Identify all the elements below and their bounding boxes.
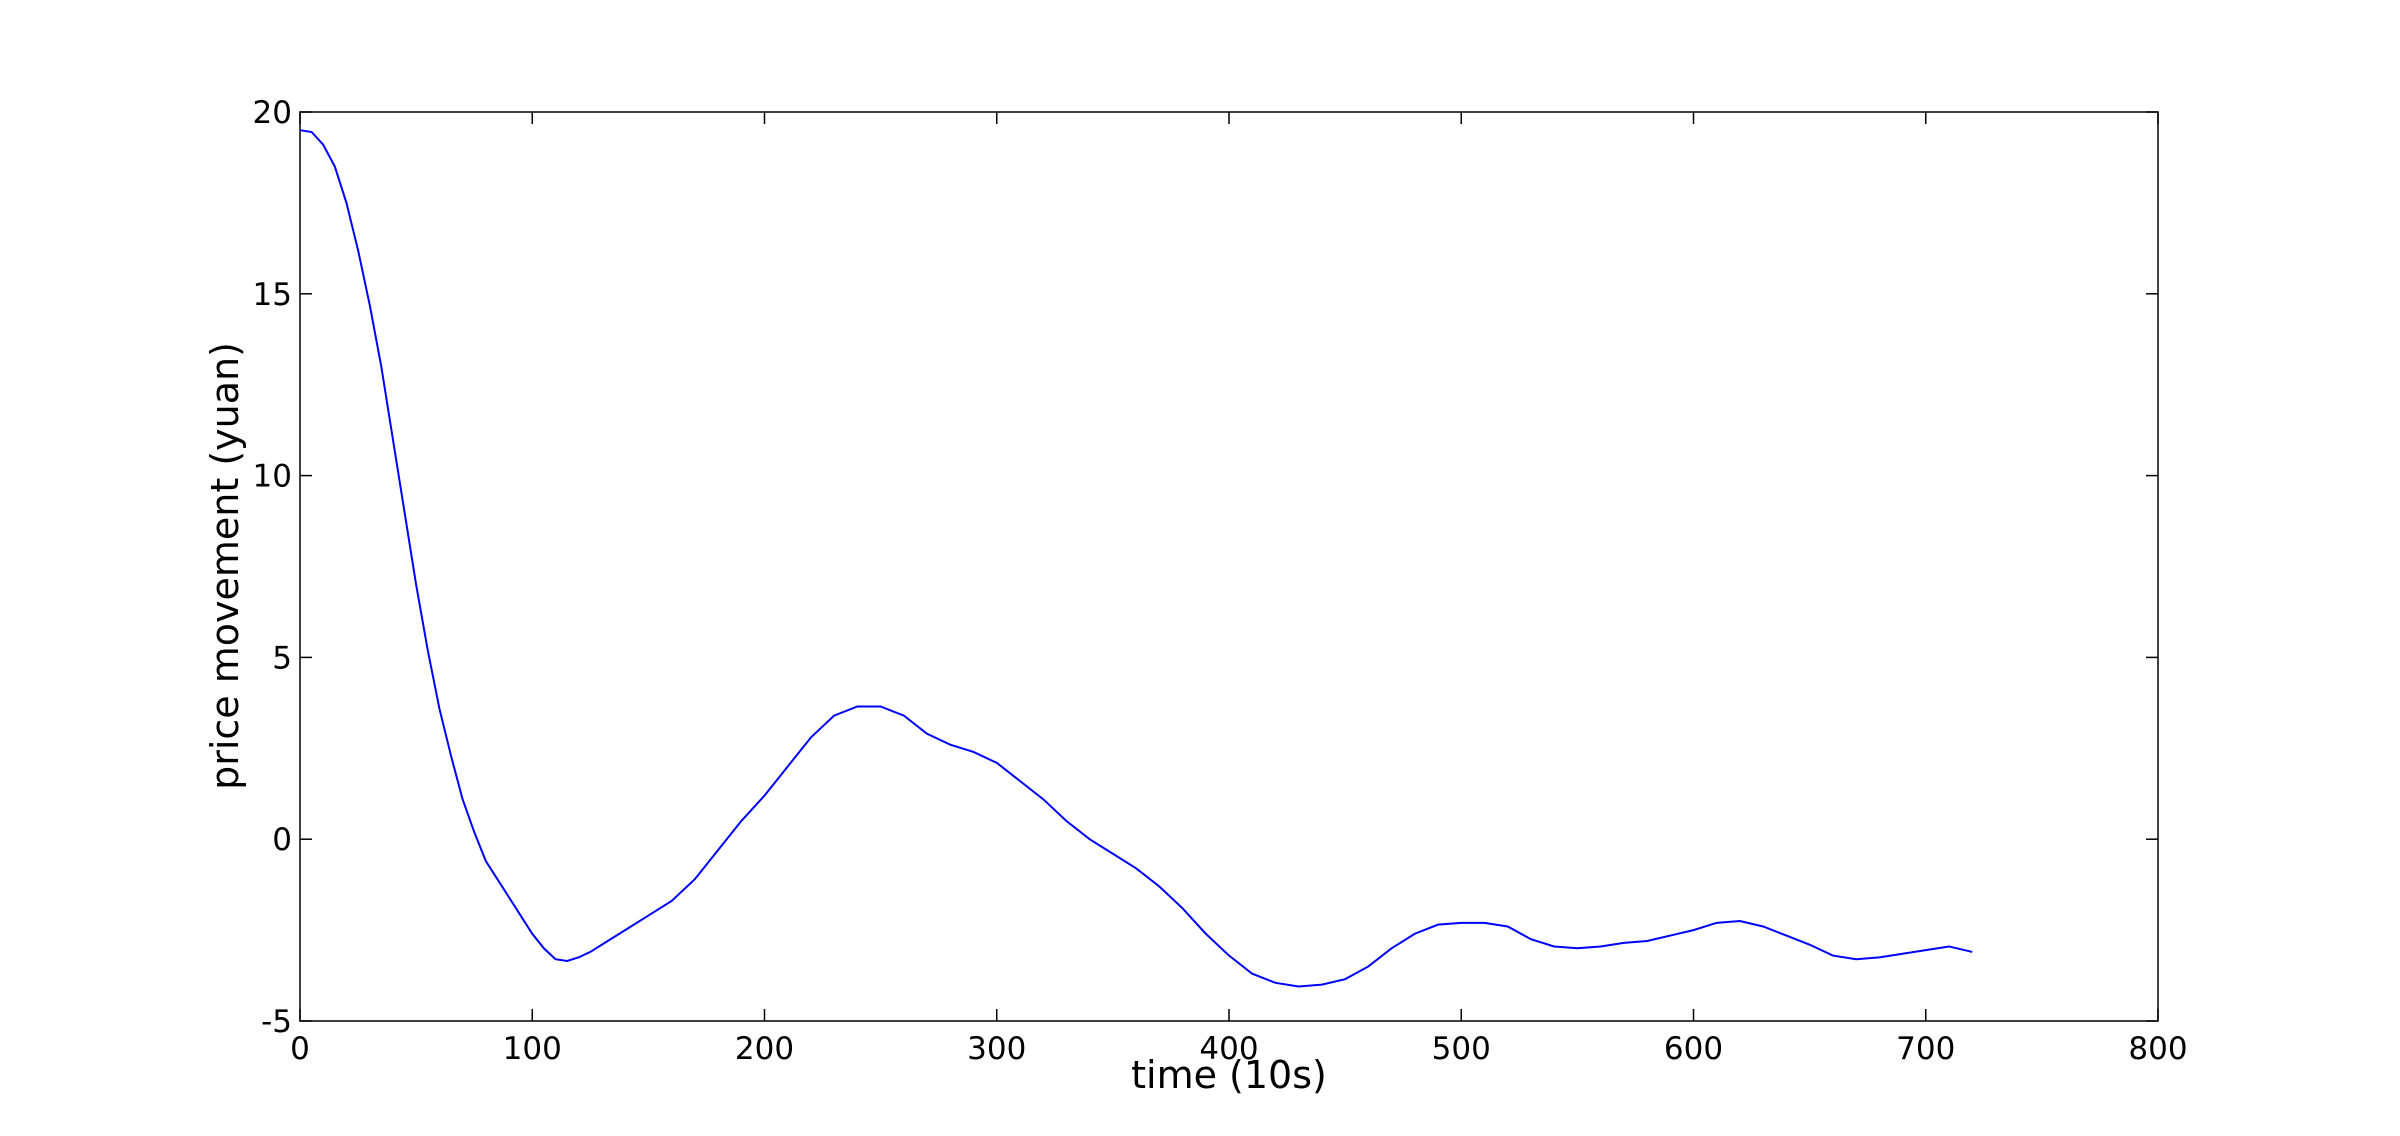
x-tick-label: 400: [1199, 1031, 1258, 1067]
x-tick-label: 700: [1896, 1031, 1955, 1067]
y-axis-label: price movement (yuan): [203, 342, 247, 790]
x-tick-label: 500: [1432, 1031, 1491, 1067]
x-tick-label: 200: [735, 1031, 794, 1067]
y-tick-label: -5: [261, 1004, 292, 1040]
x-tick-label: 100: [503, 1031, 562, 1067]
plot-frame: [299, 111, 2159, 1022]
x-tick-label: 600: [1664, 1031, 1723, 1067]
x-tick-label: 800: [2128, 1031, 2187, 1067]
y-tick-label: 0: [272, 822, 292, 858]
x-tick-label: 300: [967, 1031, 1026, 1067]
y-tick-label: 20: [253, 95, 292, 131]
data-line: [299, 129, 1973, 988]
x-tick-label: 0: [290, 1031, 310, 1067]
y-tick-label: 10: [253, 459, 292, 495]
y-tick-label: 15: [253, 277, 292, 313]
y-tick-label: 5: [272, 640, 292, 676]
x-axis-label: time (10s): [1131, 1053, 1327, 1097]
